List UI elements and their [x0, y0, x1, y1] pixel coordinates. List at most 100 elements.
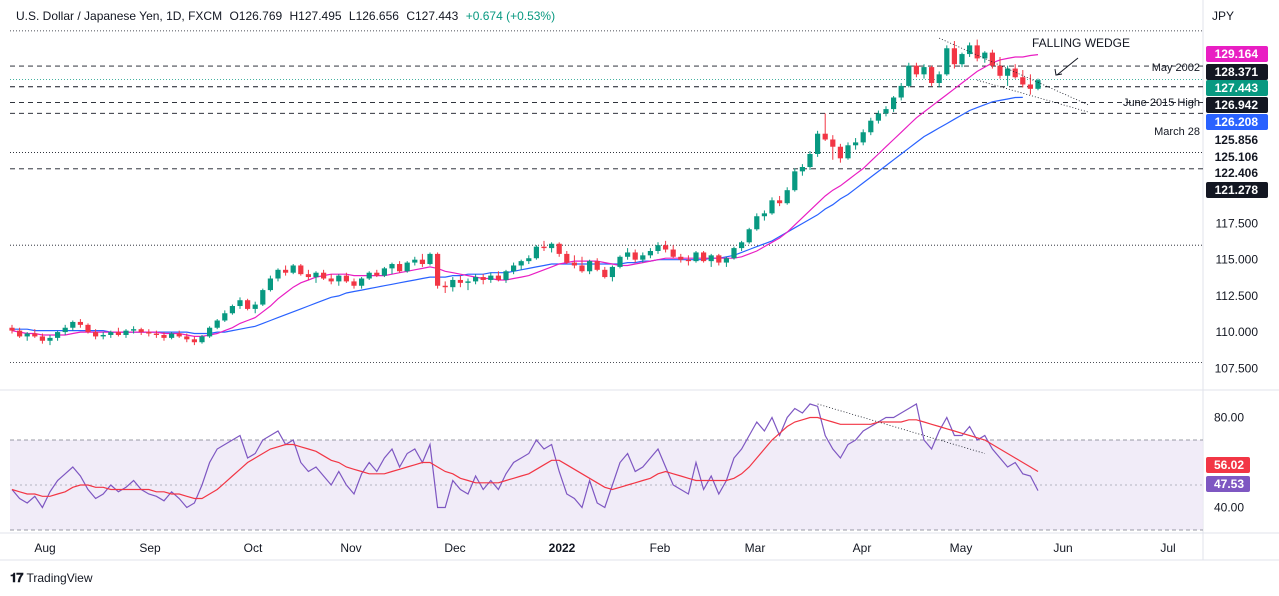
candle-body	[693, 252, 699, 262]
candle-body	[222, 313, 228, 321]
candle-body	[670, 249, 676, 257]
candle-body	[898, 85, 904, 98]
candle-body	[138, 329, 144, 333]
candle-body	[9, 327, 15, 331]
candle-body	[815, 133, 821, 154]
candle-body	[115, 332, 121, 335]
candle-body	[906, 65, 912, 86]
candle-body	[260, 290, 266, 305]
candle-body	[685, 259, 691, 262]
candle-body	[739, 242, 745, 249]
time-tick-label: Oct	[244, 541, 263, 555]
branding[interactable]: 𝟏𝟕 TradingView	[10, 570, 93, 586]
candle-body	[381, 268, 387, 276]
candle-body	[100, 334, 106, 337]
candle-body	[328, 278, 334, 282]
candle-body	[708, 255, 714, 262]
candle-body	[716, 255, 722, 263]
candle-body	[647, 250, 653, 256]
candle-body	[169, 333, 175, 338]
price-tick-label: 110.000	[1216, 325, 1259, 339]
branding-label: TradingView	[26, 571, 93, 585]
candle-body	[1035, 80, 1041, 89]
candle-body	[822, 133, 828, 140]
price-badge-label: 128.371	[1215, 65, 1259, 79]
candle-body	[473, 277, 479, 282]
wedge-arrow-head-icon	[1054, 68, 1063, 76]
candle-body	[450, 279, 456, 288]
candle-body	[625, 252, 631, 257]
rsi-ma-badge-label: 56.02	[1214, 458, 1244, 472]
candle-body	[761, 213, 767, 217]
price-badge	[1206, 80, 1268, 96]
candle-body	[404, 262, 410, 272]
candle-body	[275, 269, 281, 279]
candle-body	[769, 200, 775, 214]
candle-body	[55, 332, 61, 338]
price-badge-label: 126.208	[1215, 115, 1259, 129]
wedge-lower-line	[977, 79, 1089, 113]
candle-body	[321, 272, 327, 279]
high-value: H127.495	[289, 9, 342, 23]
candle-body	[305, 274, 311, 278]
candle-body	[93, 332, 99, 337]
time-tick-label: Mar	[745, 541, 766, 555]
candle-body	[853, 142, 859, 146]
rsi-band	[10, 440, 1203, 530]
candle-body	[237, 300, 243, 307]
candle-body	[435, 253, 441, 286]
candle-body	[678, 256, 684, 260]
candle-body	[465, 281, 471, 283]
candle-body	[746, 229, 752, 243]
rsi-trend-line	[817, 403, 985, 454]
candle-body	[579, 265, 585, 272]
time-tick-label: Dec	[444, 541, 465, 555]
candle-body	[609, 266, 615, 278]
candle-body	[860, 132, 866, 143]
tradingview-logo-icon: 𝟏𝟕	[10, 570, 24, 585]
candle-body	[290, 265, 296, 273]
candle-body	[617, 256, 623, 267]
price-badge-label: 125.856	[1215, 133, 1259, 147]
falling-wedge-label: FALLING WEDGE	[1032, 36, 1130, 50]
time-tick-label: Feb	[650, 541, 671, 555]
low-value: L126.656	[348, 9, 399, 23]
candle-body	[1012, 68, 1018, 78]
candle-body	[944, 48, 950, 75]
candle-body	[982, 52, 988, 59]
candle-body	[784, 190, 790, 204]
candle-body	[336, 275, 342, 282]
candle-body	[511, 265, 517, 272]
time-tick-label: Aug	[34, 541, 55, 555]
close-value: C127.443	[406, 9, 459, 23]
candle-body	[549, 243, 555, 249]
rsi-ma-line	[11, 416, 1039, 500]
candle-body	[754, 216, 760, 230]
candle-body	[488, 275, 494, 280]
candle-body	[161, 334, 167, 338]
candle-body	[997, 65, 1003, 76]
candle-body	[389, 264, 395, 269]
candle-body	[913, 65, 919, 75]
ma-fast-line	[11, 54, 1039, 337]
rsi-tick-label: 80.00	[1214, 411, 1244, 425]
candle-body	[77, 321, 83, 325]
candle-body	[47, 337, 53, 341]
candle-body	[442, 285, 448, 288]
candle-body	[199, 336, 205, 343]
candle-body	[374, 272, 380, 276]
candle-body	[891, 97, 897, 110]
rsi-badge-label: 47.53	[1214, 477, 1244, 491]
time-tick-label: May	[950, 541, 973, 555]
candle-body	[419, 259, 425, 265]
candle-body	[921, 67, 927, 75]
candle-body	[723, 258, 729, 263]
change-value: +0.674 (+0.53%)	[465, 9, 556, 23]
price-badge-label: 121.278	[1215, 183, 1259, 197]
candle-body	[62, 327, 68, 333]
candle-body	[1027, 84, 1033, 89]
candle-body	[70, 321, 76, 328]
candle-body	[229, 306, 235, 314]
candle-body	[701, 252, 707, 262]
